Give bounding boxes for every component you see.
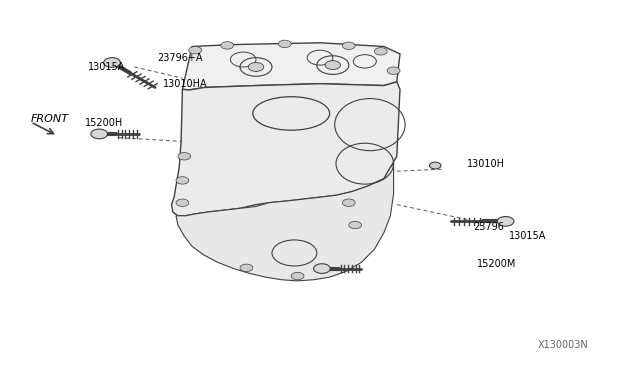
Text: 23796: 23796 xyxy=(474,222,504,232)
Polygon shape xyxy=(182,43,400,90)
Text: 15200H: 15200H xyxy=(85,118,124,128)
Circle shape xyxy=(497,217,514,226)
Polygon shape xyxy=(176,164,394,281)
Circle shape xyxy=(178,153,191,160)
Circle shape xyxy=(314,264,330,273)
Circle shape xyxy=(325,61,340,70)
Circle shape xyxy=(342,199,355,206)
Circle shape xyxy=(387,67,400,74)
Text: 13015A: 13015A xyxy=(88,62,125,72)
Circle shape xyxy=(349,221,362,229)
Text: 23796+A: 23796+A xyxy=(157,53,202,62)
Circle shape xyxy=(189,46,202,54)
Circle shape xyxy=(429,162,441,169)
Circle shape xyxy=(176,177,189,184)
Text: 15200M: 15200M xyxy=(477,259,516,269)
Polygon shape xyxy=(172,82,400,216)
Circle shape xyxy=(342,42,355,49)
Text: 13010HA: 13010HA xyxy=(163,79,208,89)
Text: FRONT: FRONT xyxy=(31,114,68,124)
Text: 13010H: 13010H xyxy=(467,159,505,169)
Circle shape xyxy=(374,48,387,55)
Text: 13015A: 13015A xyxy=(509,231,546,241)
Text: X130003N: X130003N xyxy=(538,340,589,350)
Circle shape xyxy=(240,264,253,272)
Circle shape xyxy=(291,272,304,280)
Circle shape xyxy=(221,42,234,49)
Circle shape xyxy=(91,129,108,139)
Circle shape xyxy=(104,58,120,67)
Circle shape xyxy=(248,62,264,71)
Circle shape xyxy=(278,40,291,48)
Circle shape xyxy=(176,199,189,206)
